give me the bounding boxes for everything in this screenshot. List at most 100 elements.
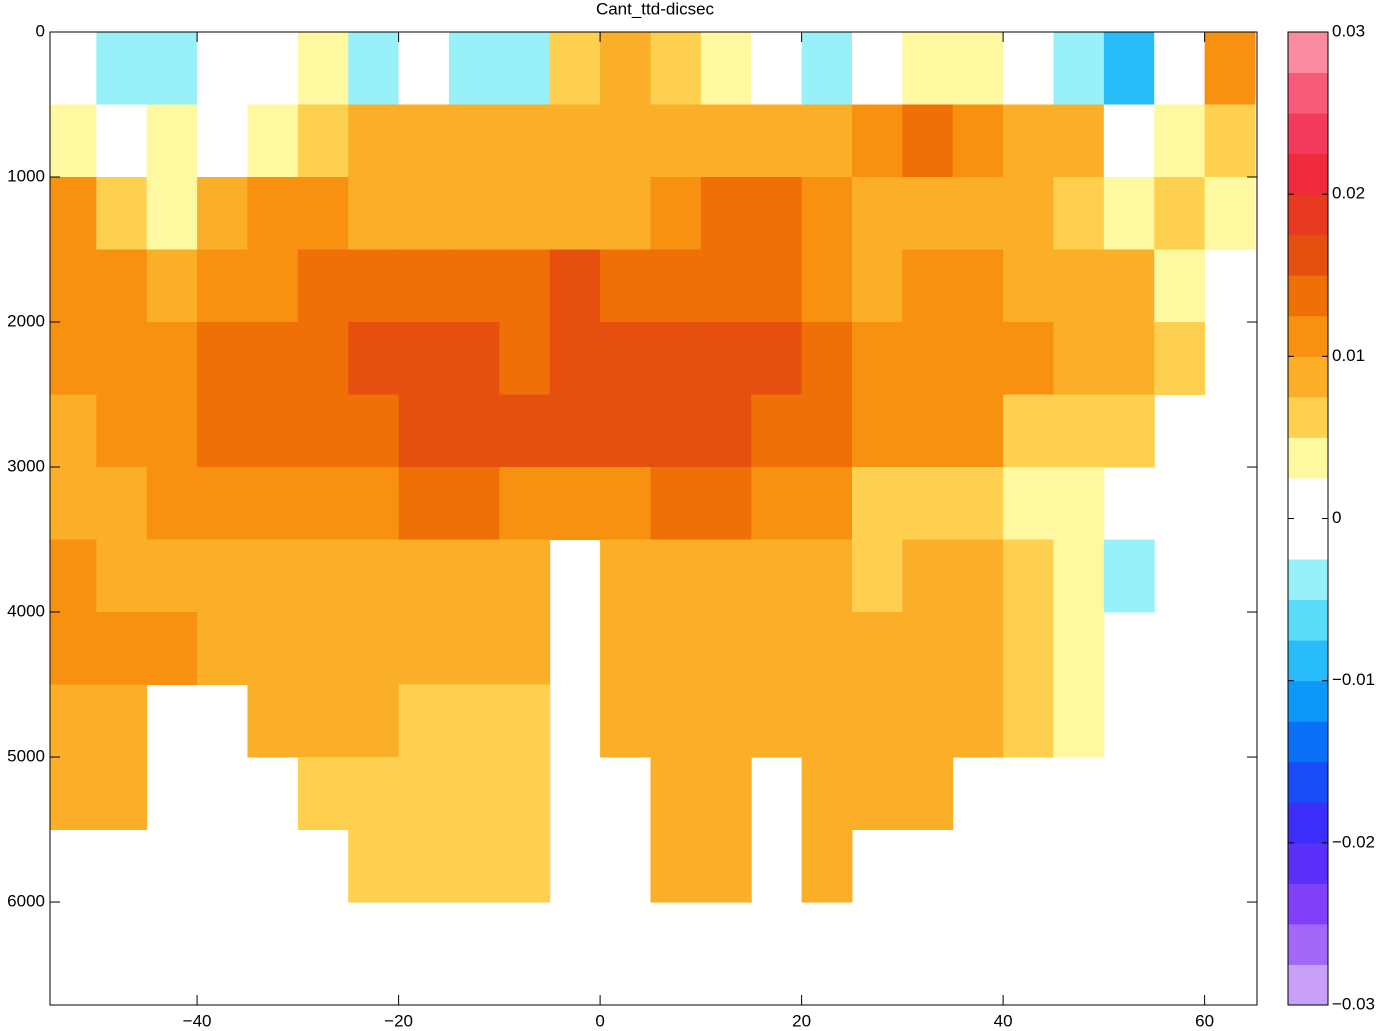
heatmap-cell — [1053, 394, 1105, 468]
y-tick-label: 3000 — [7, 457, 45, 476]
heatmap-cell — [600, 467, 651, 541]
heatmap-cell — [1003, 249, 1054, 323]
heatmap-cell — [197, 104, 248, 178]
heatmap-cell — [297, 32, 349, 106]
heatmap-cell — [499, 32, 551, 106]
heatmap-cell — [398, 539, 450, 613]
heatmap-cell — [952, 612, 1004, 686]
heatmap-cell — [448, 684, 500, 758]
colorbar-swatch — [1288, 113, 1328, 155]
heatmap-cell — [50, 249, 97, 323]
heatmap-cell — [96, 539, 148, 613]
heatmap-cell — [96, 467, 148, 541]
heatmap-cell — [146, 104, 198, 178]
heatmap-cell — [197, 612, 248, 686]
colorbar-tick-label: 0.03 — [1332, 21, 1365, 40]
heatmap-cell — [801, 32, 853, 106]
colorbar-swatch — [1288, 356, 1328, 398]
heatmap-cell — [549, 394, 601, 468]
heatmap-cell — [902, 249, 954, 323]
heatmap-cell — [801, 539, 853, 613]
heatmap-cell — [146, 322, 198, 396]
heatmap-cell — [96, 757, 148, 831]
x-tick-label: −40 — [183, 1011, 212, 1030]
y-tick-label: 4000 — [7, 602, 45, 621]
heatmap-cell — [499, 829, 551, 903]
heatmap-cell — [96, 322, 148, 396]
heatmap-cell — [801, 322, 853, 396]
heatmap-cell — [751, 322, 803, 396]
y-tick-label: 0 — [36, 21, 45, 40]
heatmap-cell — [902, 177, 954, 251]
heatmap-cell — [398, 612, 450, 686]
heatmap-cell — [1154, 322, 1206, 396]
heatmap-cell — [197, 177, 248, 251]
heatmap-cell — [801, 467, 853, 541]
heatmap-cell — [50, 32, 97, 106]
x-tick-label: 60 — [1195, 1011, 1214, 1030]
heatmap-cell — [851, 612, 903, 686]
heatmap-cell — [549, 249, 601, 323]
heatmap-cell — [197, 249, 248, 323]
heatmap-cell — [197, 394, 248, 468]
heatmap-cell — [146, 612, 198, 686]
heatmap-cell — [398, 32, 450, 106]
colorbar-tick-label: 0.01 — [1332, 346, 1365, 365]
colorbar-swatch — [1288, 32, 1328, 74]
colorbar-swatch — [1288, 599, 1328, 641]
heatmap-cell — [398, 467, 450, 541]
heatmap-cell — [146, 539, 198, 613]
heatmap-cell — [650, 829, 702, 903]
heatmap-cell — [448, 322, 500, 396]
colorbar-swatch — [1288, 153, 1328, 195]
heatmap-cell — [600, 612, 651, 686]
heatmap-cell — [1154, 104, 1206, 178]
heatmap-cell — [96, 684, 148, 758]
heatmap-cell — [650, 394, 702, 468]
heatmap-cell — [448, 177, 500, 251]
heatmap-cell — [700, 684, 752, 758]
heatmap-cell — [700, 612, 752, 686]
heatmap-cell — [1003, 394, 1054, 468]
heatmap-cell — [851, 394, 903, 468]
heatmap-cell — [650, 684, 702, 758]
heatmap-cell — [851, 177, 903, 251]
heatmap-cell — [348, 177, 400, 251]
x-tick-label: 0 — [595, 1011, 604, 1030]
heatmap-cell — [952, 467, 1004, 541]
heatmap-cell — [751, 539, 803, 613]
heatmap-cell — [247, 104, 299, 178]
heatmap-cell — [1003, 467, 1054, 541]
heatmap-cell — [650, 612, 702, 686]
heatmap-cell — [146, 394, 198, 468]
heatmap-cell — [650, 249, 702, 323]
heatmap-cell — [448, 612, 500, 686]
heatmap-cell — [448, 104, 500, 178]
heatmap-cell — [1003, 32, 1054, 106]
heatmap-cell — [247, 249, 299, 323]
heatmap-cell — [600, 322, 651, 396]
heatmap-cell — [851, 32, 903, 106]
heatmap-cell — [348, 539, 400, 613]
heatmap-cell — [398, 757, 450, 831]
heatmap-cell — [952, 32, 1004, 106]
colorbar-tick-label: −0.03 — [1332, 994, 1375, 1013]
heatmap-cell — [50, 612, 97, 686]
heatmap-cell — [1053, 249, 1105, 323]
heatmap-cell — [96, 394, 148, 468]
heatmap-cell — [1103, 104, 1155, 178]
colorbar-swatch — [1288, 721, 1328, 763]
heatmap-cell — [650, 467, 702, 541]
heatmap-cell — [801, 757, 853, 831]
heatmap-cell — [650, 322, 702, 396]
heatmap-cell — [1003, 539, 1054, 613]
heatmap-cell — [700, 104, 752, 178]
heatmap-cell — [650, 32, 702, 106]
heatmap-cell — [1053, 612, 1105, 686]
heatmap-cell — [499, 467, 551, 541]
heatmap-cell — [851, 104, 903, 178]
heatmap-cell — [751, 249, 803, 323]
heatmap-cell — [96, 32, 148, 106]
heatmap-cell — [801, 394, 853, 468]
y-tick-label: 2000 — [7, 311, 45, 330]
